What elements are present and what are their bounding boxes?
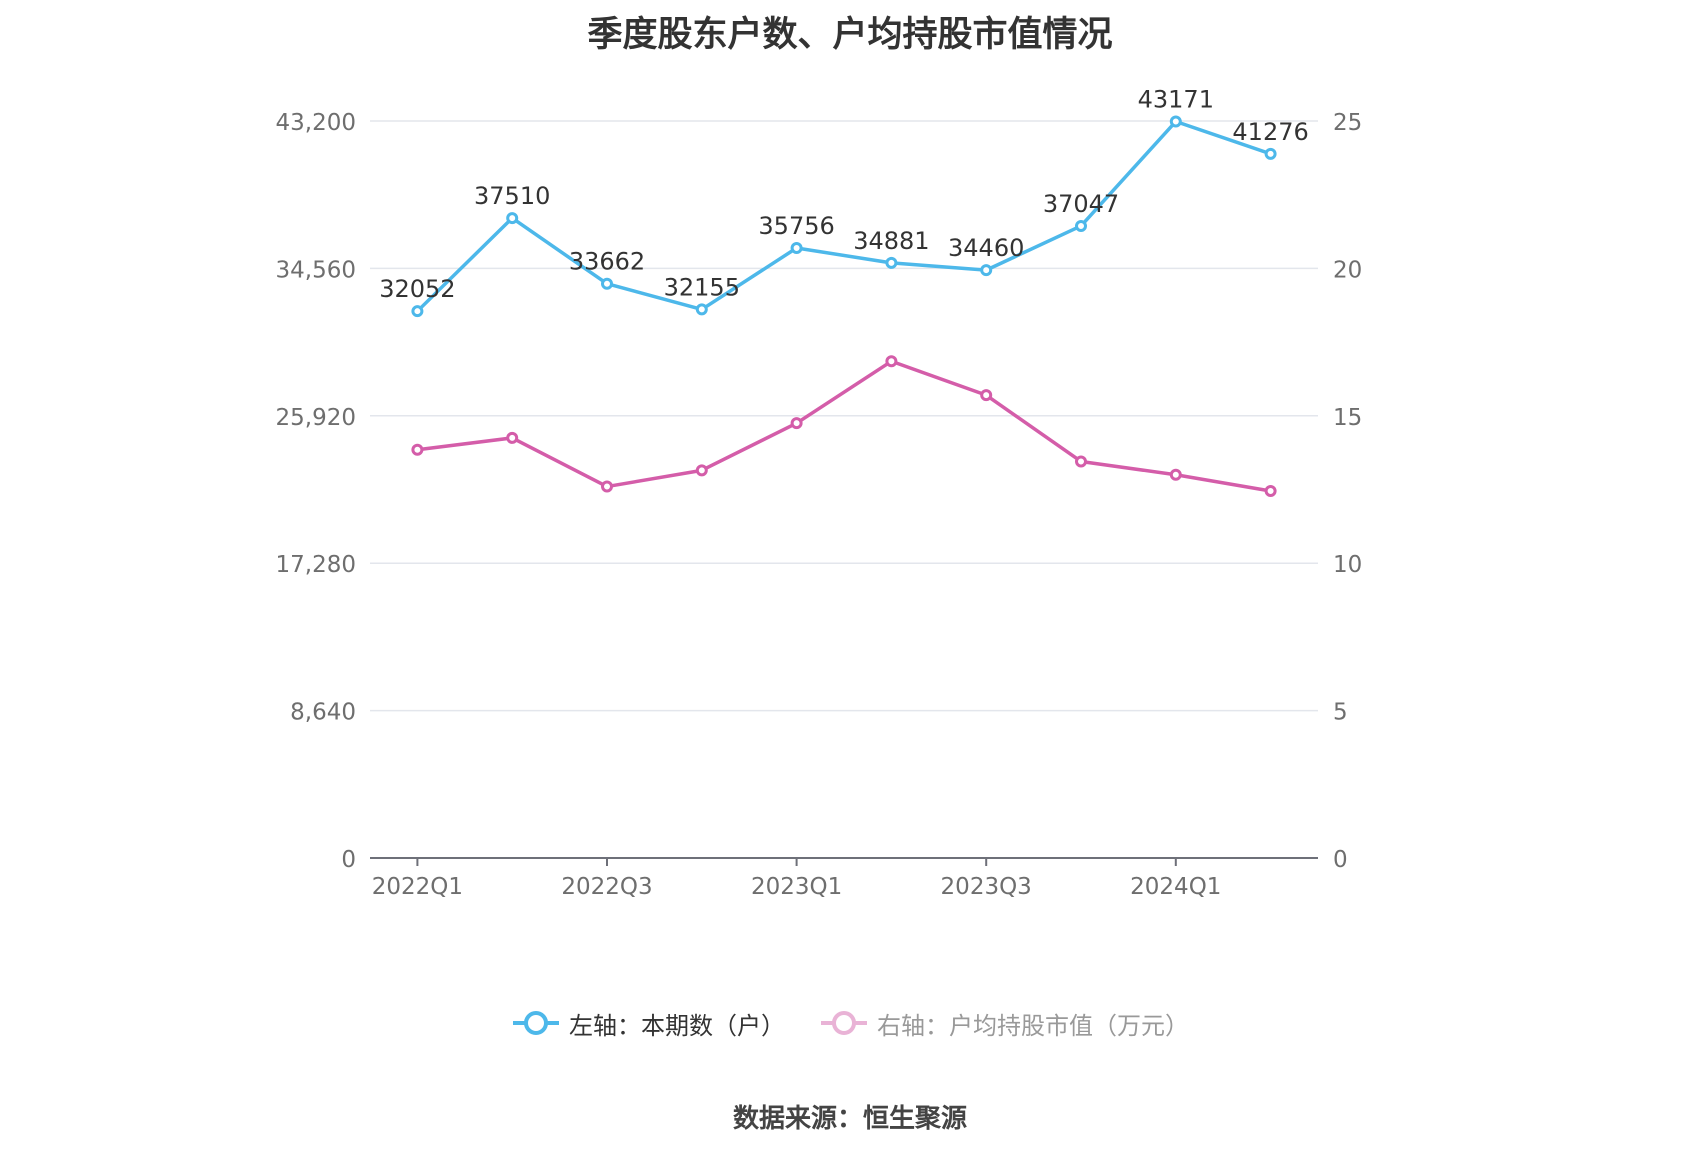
y-left-tick-label: 25,920 <box>276 405 356 431</box>
data-point-1 <box>1169 468 1182 481</box>
y-left-tick-label: 34,560 <box>276 257 356 283</box>
data-point-0 <box>1169 115 1182 128</box>
y-left-tick-label: 43,200 <box>276 110 356 136</box>
x-tick-label: 2023Q3 <box>941 874 1032 900</box>
data-label: 34881 <box>853 227 929 255</box>
y-right-tick-label: 25 <box>1333 110 1362 136</box>
data-point-0 <box>695 303 708 316</box>
data-point-1 <box>790 417 803 430</box>
data-label: 43171 <box>1138 85 1214 113</box>
data-point-0 <box>790 241 803 254</box>
legend-item-market-value[interactable]: 右轴：户均持股市值（万元） <box>819 1006 1189 1041</box>
x-tick-label: 2023Q1 <box>751 874 842 900</box>
legend-label-holders: 左轴：本期数（户） <box>569 1011 785 1040</box>
y-left-tick-label: 0 <box>341 847 356 873</box>
legend-label-market-value: 右轴：户均持股市值（万元） <box>877 1011 1189 1040</box>
y-right-tick-label: 15 <box>1333 405 1362 431</box>
data-label: 33662 <box>569 248 645 276</box>
x-tick-label: 2024Q1 <box>1130 874 1221 900</box>
data-point-1 <box>411 443 424 456</box>
data-point-0 <box>411 305 424 318</box>
series-line-0 <box>416 119 1272 313</box>
legend-item-holders[interactable]: 左轴：本期数（户） <box>511 1006 785 1041</box>
data-label: 41276 <box>1232 118 1308 146</box>
y-left-tick-label: 8,640 <box>290 700 356 726</box>
data-label: 37047 <box>1043 190 1119 218</box>
x-tick-label: 2022Q3 <box>561 874 652 900</box>
legend-marker-market-value-icon <box>821 1011 867 1035</box>
data-label: 32052 <box>379 275 455 303</box>
data-point-1 <box>695 464 708 477</box>
legend-marker-holders-icon <box>513 1011 559 1035</box>
data-point-0 <box>1264 147 1277 160</box>
data-point-1 <box>980 389 993 402</box>
legend: 左轴：本期数（户） 右轴：户均持股市值（万元） <box>0 1003 1700 1043</box>
data-point-1 <box>1075 455 1087 468</box>
data-point-1 <box>601 480 613 493</box>
data-label: 32155 <box>664 273 740 301</box>
data-point-0 <box>601 277 613 290</box>
data-point-0 <box>506 212 519 225</box>
data-point-1 <box>506 431 519 444</box>
data-source: 数据来源：恒生聚源 <box>732 1104 967 1134</box>
series-line-1 <box>417 359 1271 493</box>
x-tick-label: 2022Q1 <box>372 874 463 900</box>
y-right-tick-label: 20 <box>1333 257 1362 283</box>
chart-title: 季度股东户数、户均持股市值情况 <box>587 15 1113 55</box>
y-left-tick-label: 17,280 <box>276 552 356 578</box>
data-point-0 <box>980 264 993 277</box>
data-label: 35756 <box>758 212 834 240</box>
data-point-1 <box>885 355 898 368</box>
y-right-tick-label: 0 <box>1333 847 1348 873</box>
data-label: 37510 <box>474 182 550 210</box>
data-point-0 <box>885 256 898 269</box>
y-right-tick-label: 5 <box>1333 700 1348 726</box>
data-point-1 <box>1264 484 1277 497</box>
data-label: 34460 <box>948 234 1024 262</box>
y-right-tick-label: 10 <box>1333 552 1362 578</box>
data-point-0 <box>1075 219 1087 232</box>
